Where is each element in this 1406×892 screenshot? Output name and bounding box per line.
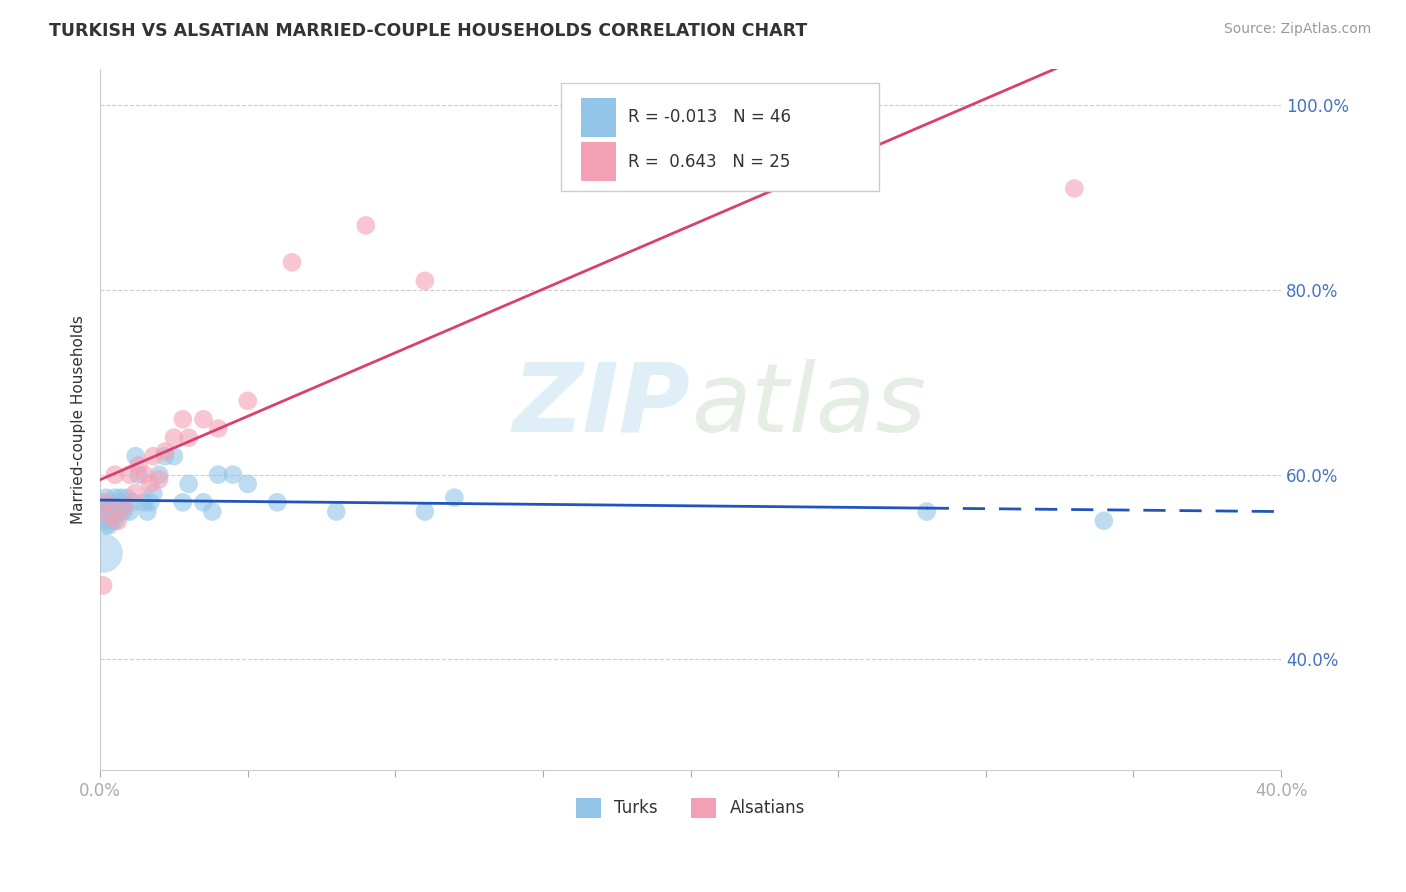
Point — [172, 495, 194, 509]
Point — [413, 504, 436, 518]
Point — [591, 172, 613, 186]
Point — [236, 476, 259, 491]
Point — [153, 444, 176, 458]
Point — [134, 467, 156, 482]
Point — [115, 491, 138, 505]
Point — [124, 486, 146, 500]
Point — [112, 504, 135, 518]
Point — [107, 504, 129, 518]
Point — [112, 495, 135, 509]
Point — [236, 393, 259, 408]
Point — [104, 504, 127, 518]
Point — [281, 255, 304, 269]
Point — [915, 504, 938, 518]
Point — [98, 509, 121, 524]
Point — [177, 431, 200, 445]
Point — [98, 518, 121, 533]
Point — [1092, 514, 1115, 528]
Text: R =  0.643   N = 25: R = 0.643 N = 25 — [628, 153, 790, 170]
Point — [94, 500, 117, 514]
Point — [163, 449, 186, 463]
FancyBboxPatch shape — [581, 142, 616, 181]
Point — [136, 504, 159, 518]
Point — [91, 546, 114, 560]
Point — [98, 509, 121, 524]
Point — [110, 491, 132, 505]
Point — [94, 518, 117, 533]
Point — [91, 504, 114, 518]
Point — [142, 486, 165, 500]
Point — [148, 467, 170, 482]
Point — [104, 491, 127, 505]
FancyBboxPatch shape — [581, 98, 616, 136]
FancyBboxPatch shape — [561, 83, 880, 191]
Point — [443, 491, 465, 505]
Point — [98, 504, 121, 518]
Point — [134, 495, 156, 509]
Point — [128, 467, 150, 482]
Point — [139, 476, 162, 491]
Text: TURKISH VS ALSATIAN MARRIED-COUPLE HOUSEHOLDS CORRELATION CHART: TURKISH VS ALSATIAN MARRIED-COUPLE HOUSE… — [49, 22, 807, 40]
Point — [107, 495, 129, 509]
Point — [201, 504, 224, 518]
Point — [110, 504, 132, 518]
Point — [98, 500, 121, 514]
Point — [104, 467, 127, 482]
Point — [94, 495, 117, 509]
Point — [139, 495, 162, 509]
Point — [124, 449, 146, 463]
Point — [118, 504, 141, 518]
Point — [112, 500, 135, 514]
Point — [207, 421, 229, 435]
Point — [325, 504, 347, 518]
Point — [207, 467, 229, 482]
Legend: Turks, Alsatians: Turks, Alsatians — [569, 791, 811, 825]
Point — [222, 467, 245, 482]
Point — [172, 412, 194, 426]
Point — [121, 495, 143, 509]
Point — [91, 514, 114, 528]
Point — [193, 495, 215, 509]
Point — [91, 495, 114, 509]
Point — [354, 219, 377, 233]
Point — [153, 449, 176, 463]
Point — [91, 578, 114, 592]
Point — [101, 500, 124, 514]
Point — [118, 467, 141, 482]
Point — [101, 514, 124, 528]
Point — [128, 458, 150, 473]
Point — [142, 449, 165, 463]
Text: atlas: atlas — [690, 359, 925, 451]
Point — [413, 274, 436, 288]
Text: ZIP: ZIP — [513, 359, 690, 451]
Point — [1063, 181, 1085, 195]
Point — [148, 472, 170, 486]
Point — [177, 476, 200, 491]
Point — [94, 491, 117, 505]
Point — [104, 514, 127, 528]
Point — [193, 412, 215, 426]
Point — [107, 514, 129, 528]
Text: Source: ZipAtlas.com: Source: ZipAtlas.com — [1223, 22, 1371, 37]
Point — [163, 431, 186, 445]
Point — [266, 495, 288, 509]
Y-axis label: Married-couple Households: Married-couple Households — [72, 315, 86, 524]
Text: R = -0.013   N = 46: R = -0.013 N = 46 — [628, 108, 792, 126]
